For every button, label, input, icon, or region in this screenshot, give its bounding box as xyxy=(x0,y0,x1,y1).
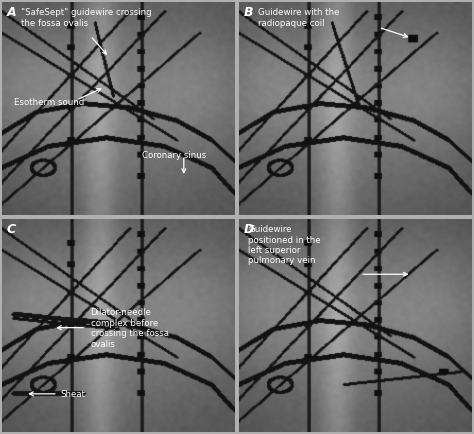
Text: Coronary sinus: Coronary sinus xyxy=(142,151,206,160)
Text: A: A xyxy=(7,6,16,19)
Text: Guidewire with the
radiopaque coil: Guidewire with the radiopaque coil xyxy=(257,8,339,27)
Text: Dilator-needle
complex before
crossing the fossa
ovalis: Dilator-needle complex before crossing t… xyxy=(91,309,169,349)
Text: C: C xyxy=(7,223,16,236)
Text: "SafeSept" guidewire crossing
the fossa ovalis: "SafeSept" guidewire crossing the fossa … xyxy=(20,8,151,27)
Text: B: B xyxy=(244,6,253,19)
Text: Sheat: Sheat xyxy=(60,390,85,398)
Text: Esotherm sound: Esotherm sound xyxy=(14,98,84,107)
Text: Guidewire
positioned in the
left superior
pulmonary vein: Guidewire positioned in the left superio… xyxy=(248,225,321,265)
Text: D: D xyxy=(244,223,254,236)
